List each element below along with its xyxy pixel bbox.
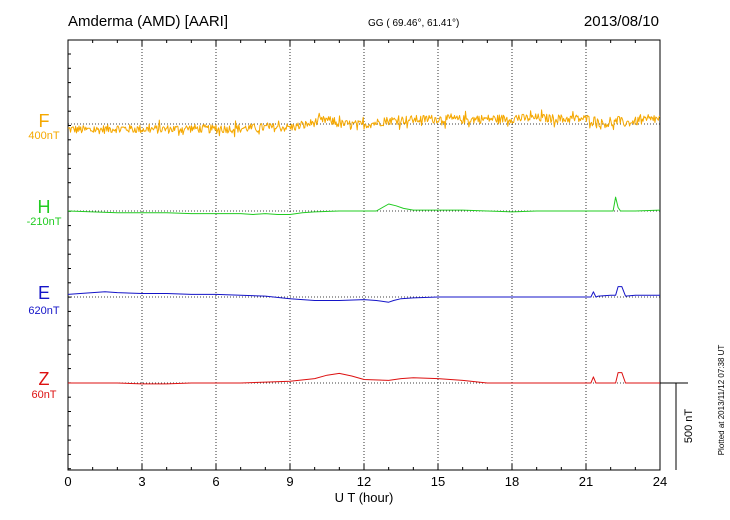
x-tick-label-6: 6 [212,474,219,489]
coordinates-label: GG ( 69.46°, 61.41°) [368,18,459,29]
trace-Z [68,372,660,385]
baseline-label-H: -210nT [27,216,62,228]
x-tick-label-9: 9 [286,474,293,489]
baseline-label-Z: 60nT [31,389,56,401]
plot-frame [67,39,661,471]
x-axis-label: U T (hour) [335,490,394,505]
x-tick-label-12: 12 [357,474,371,489]
x-tick-label-18: 18 [505,474,519,489]
component-label-F: F [39,111,50,131]
component-label-Z: Z [39,369,50,389]
x-tick-label-0: 0 [64,474,71,489]
x-tick-label-24: 24 [653,474,667,489]
baseline-label-E: 620nT [28,305,59,317]
date-label: 2013/08/10 [584,13,659,30]
x-tick-label-15: 15 [431,474,445,489]
trace-E [67,286,660,303]
component-label-H: H [38,197,51,217]
trace-F [67,109,661,138]
trace-H [67,196,661,215]
x-tick-label-3: 3 [138,474,145,489]
x-tick-label-21: 21 [579,474,593,489]
baseline-label-F: 400nT [28,130,59,142]
component-label-E: E [38,283,50,303]
scale-bar-label: 500 nT [683,409,695,444]
plotted-timestamp: Plotted at 2013/11/12 07:38 UT [717,345,726,456]
scale-bar: 500 nT [660,382,695,470]
station-title: Amderma (AMD) [AARI] [68,13,228,30]
